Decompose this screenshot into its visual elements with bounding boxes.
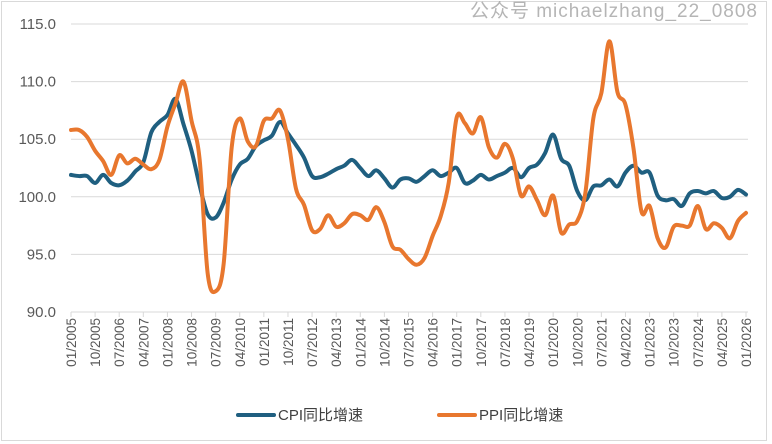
x-tick-label: 04/2019 (522, 318, 537, 367)
y-tick-label: 95.0 (27, 246, 56, 263)
x-tick-label: 10/2008 (185, 318, 200, 367)
x-tick-label: 07/2021 (594, 318, 609, 367)
x-tick-label: 01/2014 (353, 318, 368, 367)
x-tick-label: 07/2024 (691, 318, 706, 367)
y-tick-label: 105.0 (18, 131, 56, 148)
y-tick-label: 100.0 (18, 189, 56, 206)
x-tick-label: 01/2017 (450, 318, 465, 367)
ppi-series-line (69, 39, 748, 295)
cpi-series-line (69, 96, 748, 221)
x-tick-label: 04/2022 (618, 318, 633, 367)
x-tick-label: 01/2023 (643, 318, 658, 367)
legend-swatch-cpi (236, 412, 276, 417)
x-tick-label: 04/2016 (426, 318, 441, 367)
x-tick-label: 07/2009 (209, 318, 224, 367)
x-tick-label: 07/2018 (498, 318, 513, 367)
x-tick-label: 04/2007 (136, 318, 151, 367)
x-tick-label: 01/2020 (546, 318, 561, 367)
x-tick-label: 07/2015 (402, 318, 417, 367)
x-tick-label: 10/2014 (377, 318, 392, 367)
x-tick-label: 10/2011 (281, 318, 296, 366)
x-tick-label: 07/2006 (112, 318, 127, 367)
legend-swatch-ppi (437, 412, 478, 417)
x-tick-label: 01/2026 (739, 318, 754, 367)
x-tick-label: 10/2005 (88, 318, 103, 367)
x-tick-label: 10/2023 (667, 318, 682, 367)
y-tick-label: 90.0 (27, 304, 56, 321)
legend-label-ppi: PPI同比增速 (479, 407, 564, 424)
x-tick-label: 07/2012 (305, 318, 320, 367)
x-tick-label: 01/2008 (160, 318, 175, 367)
x-tick-label: 10/2017 (474, 318, 489, 367)
x-tick-label: 04/2013 (329, 318, 344, 367)
x-tick-label: 10/2020 (570, 318, 585, 367)
y-tick-label: 115.0 (20, 16, 56, 33)
x-tick-label: 01/2005 (64, 318, 79, 367)
x-tick-label: 04/2010 (233, 318, 248, 367)
x-tick-label: 04/2025 (715, 318, 730, 367)
legend-label-cpi: CPI同比增速 (278, 407, 364, 424)
x-tick-label: 01/2011 (257, 318, 272, 366)
y-tick-label: 110.0 (20, 74, 56, 91)
legend: CPI同比增速 PPI同比增速 (236, 404, 563, 425)
